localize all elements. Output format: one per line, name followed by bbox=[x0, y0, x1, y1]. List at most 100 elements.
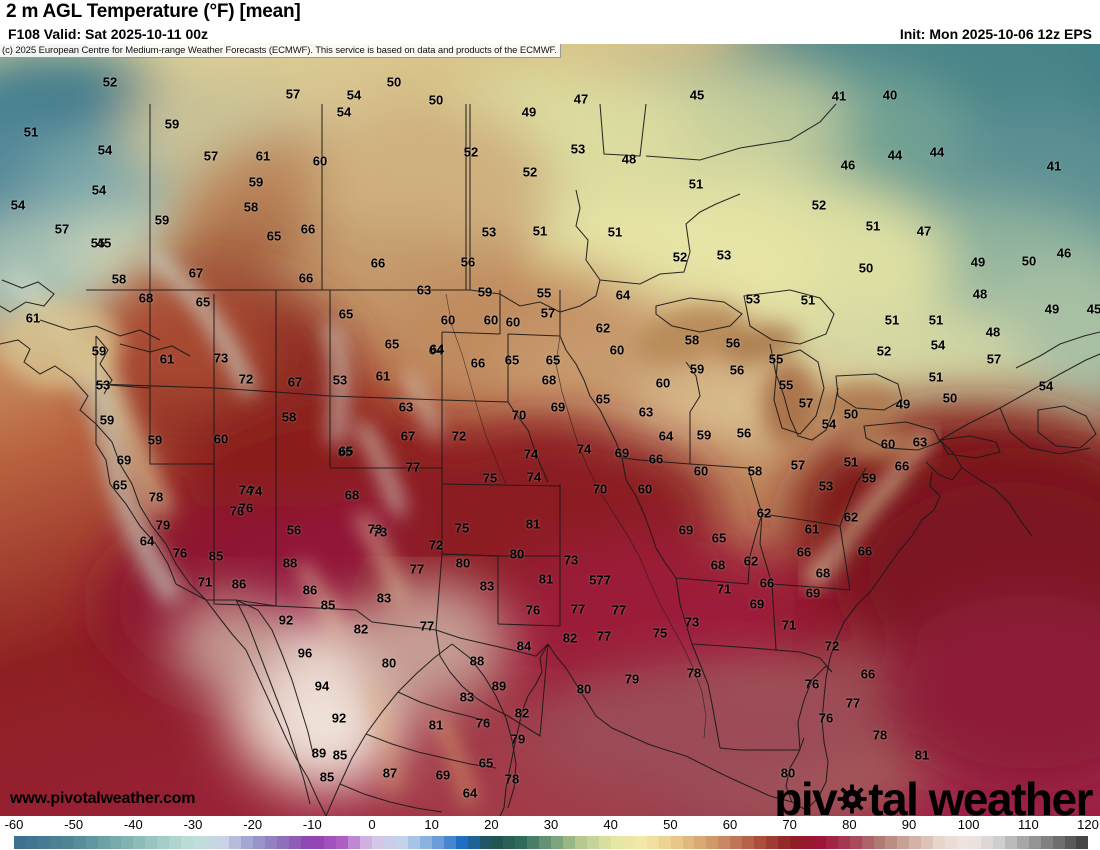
temperature-value-label: 63 bbox=[398, 399, 414, 415]
colorbar-cell bbox=[742, 836, 755, 849]
colorbar-cell bbox=[825, 836, 838, 849]
temperature-value-label: 57 bbox=[540, 305, 556, 321]
colorbar-cell bbox=[181, 836, 194, 849]
temperature-value-label: 77 bbox=[419, 618, 435, 634]
temperature-value-label: 58 bbox=[281, 409, 297, 425]
temperature-value-label: 68 bbox=[815, 565, 831, 581]
temperature-value-label: 50 bbox=[942, 390, 958, 406]
temperature-value-label: 51 bbox=[843, 454, 859, 470]
colorbar-tick: 70 bbox=[782, 817, 797, 832]
temperature-value-label: 51 bbox=[688, 176, 704, 192]
temperature-value-label: 47 bbox=[573, 91, 589, 107]
temperature-value-label: 65 bbox=[711, 530, 727, 546]
colorbar-tick: -30 bbox=[183, 817, 203, 832]
colorbar-tick: -10 bbox=[302, 817, 322, 832]
temperature-value-label: 83 bbox=[479, 578, 495, 594]
colorbar-cell bbox=[407, 836, 420, 849]
temperature-value-label: 77 bbox=[611, 602, 627, 618]
temperature-value-label: 49 bbox=[1044, 301, 1060, 317]
temperature-value-label: 81 bbox=[525, 516, 541, 532]
temperature-value-label: 65 bbox=[338, 443, 354, 459]
temperature-value-label: 80 bbox=[509, 546, 525, 562]
colorbar-cell bbox=[837, 836, 850, 849]
temperature-value-label: 92 bbox=[331, 710, 347, 726]
temperature-value-label: 69 bbox=[116, 452, 132, 468]
temperature-value-label: 61 bbox=[375, 368, 391, 384]
temperature-value-label: 73 bbox=[213, 350, 229, 366]
colorbar-cell bbox=[1052, 836, 1065, 849]
temperature-value-label: 81 bbox=[538, 571, 554, 587]
temperature-value-label: 78 bbox=[686, 665, 702, 681]
colorbar-tick: 110 bbox=[1017, 817, 1039, 832]
temperature-value-label: 52 bbox=[811, 197, 827, 213]
temperature-value-label: 79 bbox=[510, 731, 526, 747]
temperature-value-label: 45 bbox=[96, 235, 112, 251]
temperature-value-label: 52 bbox=[102, 74, 118, 90]
colorbar-tick: -50 bbox=[64, 817, 84, 832]
temperature-value-label: 82 bbox=[353, 621, 369, 637]
temperature-value-label: 76 bbox=[804, 676, 820, 692]
temperature-value-label: 85 bbox=[332, 747, 348, 763]
temperature-value-label: 60 bbox=[440, 312, 456, 328]
temperature-value-label: 73 bbox=[367, 521, 383, 537]
temperature-value-label: 58 bbox=[243, 199, 259, 215]
colorbar-cell bbox=[527, 836, 540, 849]
temperature-value-label: 65 bbox=[384, 336, 400, 352]
temperature-value-label: 66 bbox=[300, 221, 316, 237]
colorbar-cell bbox=[73, 836, 86, 849]
colorbar-cell bbox=[754, 836, 767, 849]
temperature-value-label: 85 bbox=[319, 769, 335, 785]
temperature-value-label: 69 bbox=[749, 596, 765, 612]
colorbar-cell bbox=[873, 836, 886, 849]
temperature-value-label: 50 bbox=[386, 74, 402, 90]
temperature-value-label: 83 bbox=[376, 590, 392, 606]
colorbar-cell bbox=[849, 836, 862, 849]
temperature-value-label: 75 bbox=[454, 520, 470, 536]
colorbar-cell bbox=[396, 836, 408, 849]
colorbar-cell bbox=[97, 836, 110, 849]
temperature-value-label: 59 bbox=[696, 427, 712, 443]
temperature-value-label: 72 bbox=[824, 638, 840, 654]
temperature-value-label: 69 bbox=[614, 445, 630, 461]
valid-time-label: F108 Valid: Sat 2025-10-11 00z bbox=[8, 26, 209, 42]
temperature-value-label: 81 bbox=[428, 717, 444, 733]
colorbar-cell bbox=[778, 836, 790, 849]
temperature-value-label: 65 bbox=[545, 352, 561, 368]
temperature-value-label: 59 bbox=[861, 470, 877, 486]
temperature-value-label: 70 bbox=[592, 481, 608, 497]
temperature-value-label: 74 bbox=[523, 446, 539, 462]
colorbar[interactable]: -60 -50 -40 -30 -20 -10 0 10 20 30 40 50 60 70 80 90 100… bbox=[0, 816, 1100, 850]
temperature-value-label: 61 bbox=[255, 148, 271, 164]
colorbar-cell bbox=[276, 836, 289, 849]
colorbar-cell bbox=[801, 836, 814, 849]
colorbar-cell bbox=[718, 836, 731, 849]
temperature-value-label: 76 bbox=[525, 602, 541, 618]
temperature-value-label: 86 bbox=[231, 576, 247, 592]
colorbar-cell bbox=[670, 836, 683, 849]
temperature-value-label: 51 bbox=[23, 124, 39, 140]
temperature-value-label: 57 bbox=[790, 457, 806, 473]
temperature-value-label: 92 bbox=[278, 612, 294, 628]
weather-map[interactable]: (c) 2025 European Centre for Medium-rang… bbox=[0, 44, 1100, 816]
temperature-value-label: 48 bbox=[621, 151, 637, 167]
temperature-value-label: 50 bbox=[1021, 253, 1037, 269]
colorbar-cell bbox=[109, 836, 122, 849]
temperature-value-label: 55 bbox=[536, 285, 552, 301]
temperature-value-label: 77 bbox=[405, 459, 421, 475]
temperature-value-label: 62 bbox=[743, 553, 759, 569]
colorbar-cell bbox=[431, 836, 444, 849]
temperature-value-label: 53 bbox=[95, 377, 111, 393]
colorbar-cell bbox=[706, 836, 719, 849]
colorbar-cell bbox=[121, 836, 134, 849]
colorbar-cell bbox=[288, 836, 301, 849]
temperature-value-label: 46 bbox=[840, 157, 856, 173]
colorbar-cell bbox=[157, 836, 170, 849]
colorbar-cell bbox=[730, 836, 743, 849]
colorbar-cell bbox=[479, 836, 492, 849]
colorbar-cell bbox=[348, 836, 361, 849]
temperature-value-label: 73 bbox=[684, 614, 700, 630]
temperature-value-label: 59 bbox=[248, 174, 264, 190]
colorbar-cell bbox=[1040, 836, 1053, 849]
temperature-value-label: 50 bbox=[428, 92, 444, 108]
temperature-value-label: 57 bbox=[798, 395, 814, 411]
